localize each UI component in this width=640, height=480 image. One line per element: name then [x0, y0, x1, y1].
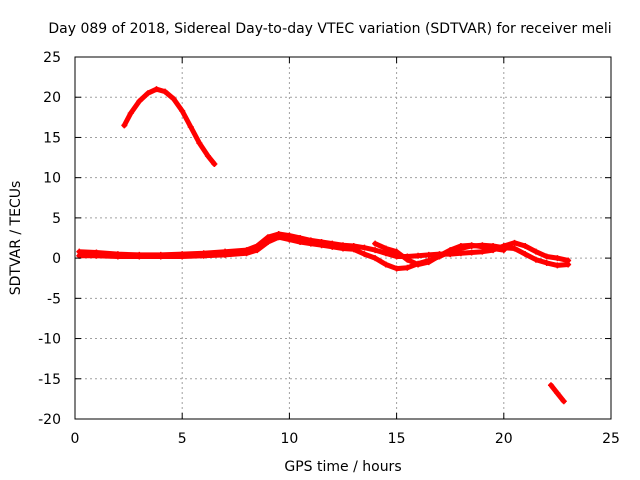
y-tick-label: 10	[43, 171, 61, 187]
data-point	[114, 253, 121, 260]
data-point	[404, 264, 411, 271]
data-point	[157, 253, 164, 260]
data-point	[543, 259, 550, 266]
data-point	[275, 234, 282, 241]
data-point	[543, 253, 550, 260]
data-point	[187, 123, 194, 130]
data-point	[340, 245, 346, 252]
data-point	[522, 251, 529, 258]
data-point	[286, 236, 293, 243]
data-point	[127, 110, 134, 117]
data-point	[500, 247, 507, 254]
data-point	[372, 247, 379, 254]
x-tick-label: 25	[602, 431, 620, 447]
data-point	[457, 243, 464, 250]
data-point	[382, 245, 389, 252]
data-point	[254, 247, 261, 254]
y-tick-label: -5	[47, 291, 61, 307]
y-tick-label: 0	[52, 251, 61, 267]
data-point	[200, 252, 207, 259]
data-point	[511, 245, 518, 252]
data-point	[468, 242, 475, 249]
data-point	[372, 255, 379, 262]
data-point	[179, 107, 186, 114]
data-point	[211, 160, 218, 167]
chart-title: Day 089 of 2018, Sidereal Day-to-day VTE…	[48, 21, 611, 37]
ticks: 0 5 10 15 20 25 -20 -15 -10 -5 0 5 10 15 20 25	[38, 50, 620, 447]
data-point	[554, 262, 561, 269]
series-arc-e	[547, 382, 567, 405]
data-point	[307, 240, 314, 247]
series-arc-c	[372, 240, 507, 268]
series-layer	[76, 86, 572, 405]
data-point	[393, 265, 400, 272]
y-tick-label: -10	[38, 332, 61, 348]
y-tick-label: 15	[43, 130, 61, 146]
data-point	[243, 250, 250, 257]
data-point	[447, 247, 454, 254]
data-point	[565, 261, 572, 268]
data-point	[136, 98, 143, 105]
y-tick-label: 5	[52, 211, 61, 227]
data-point	[511, 239, 518, 246]
x-axis-label: GPS time / hours	[284, 459, 401, 475]
data-point	[560, 398, 567, 405]
data-point	[162, 88, 169, 95]
data-point	[361, 251, 368, 258]
data-point	[404, 256, 411, 263]
data-point	[425, 259, 432, 266]
x-tick-label: 0	[71, 431, 80, 447]
data-point	[196, 140, 203, 147]
data-point	[93, 252, 100, 259]
y-tick-label: -20	[38, 412, 61, 428]
data-point	[490, 245, 497, 252]
data-point	[350, 246, 357, 253]
data-point	[479, 243, 486, 250]
x-tick-label: 20	[495, 431, 513, 447]
data-point	[329, 243, 336, 250]
data-point	[170, 95, 177, 102]
data-point	[554, 255, 561, 262]
data-point	[136, 253, 143, 260]
series-arc-d	[121, 86, 218, 167]
data-point	[415, 252, 422, 259]
data-point	[264, 239, 271, 246]
data-point	[393, 248, 400, 255]
x-tick-label: 15	[388, 431, 406, 447]
y-axis-label: SDTVAR / TECUs	[8, 181, 24, 296]
data-point	[153, 86, 160, 93]
data-point	[372, 240, 379, 247]
x-tick-label: 5	[178, 431, 187, 447]
data-point	[204, 152, 211, 159]
y-tick-label: 20	[43, 90, 61, 106]
data-point	[222, 251, 229, 258]
data-point	[547, 382, 554, 389]
data-point	[468, 249, 475, 256]
data-point	[121, 122, 128, 129]
y-tick-label: 25	[43, 50, 61, 66]
data-point	[532, 256, 539, 263]
y-tick-label: -15	[38, 372, 61, 388]
data-point	[554, 390, 561, 397]
plot-frame	[74, 56, 612, 420]
data-point	[144, 90, 151, 97]
data-point	[361, 244, 368, 251]
data-point	[179, 253, 186, 260]
data-point	[318, 242, 325, 249]
data-point	[297, 239, 304, 246]
data-point	[436, 252, 443, 259]
series-line	[121, 86, 217, 167]
data-point	[415, 261, 422, 268]
x-tick-label: 10	[280, 431, 298, 447]
data-point	[382, 261, 389, 268]
data-point	[532, 248, 539, 255]
data-point	[522, 243, 529, 250]
data-point	[425, 251, 432, 258]
